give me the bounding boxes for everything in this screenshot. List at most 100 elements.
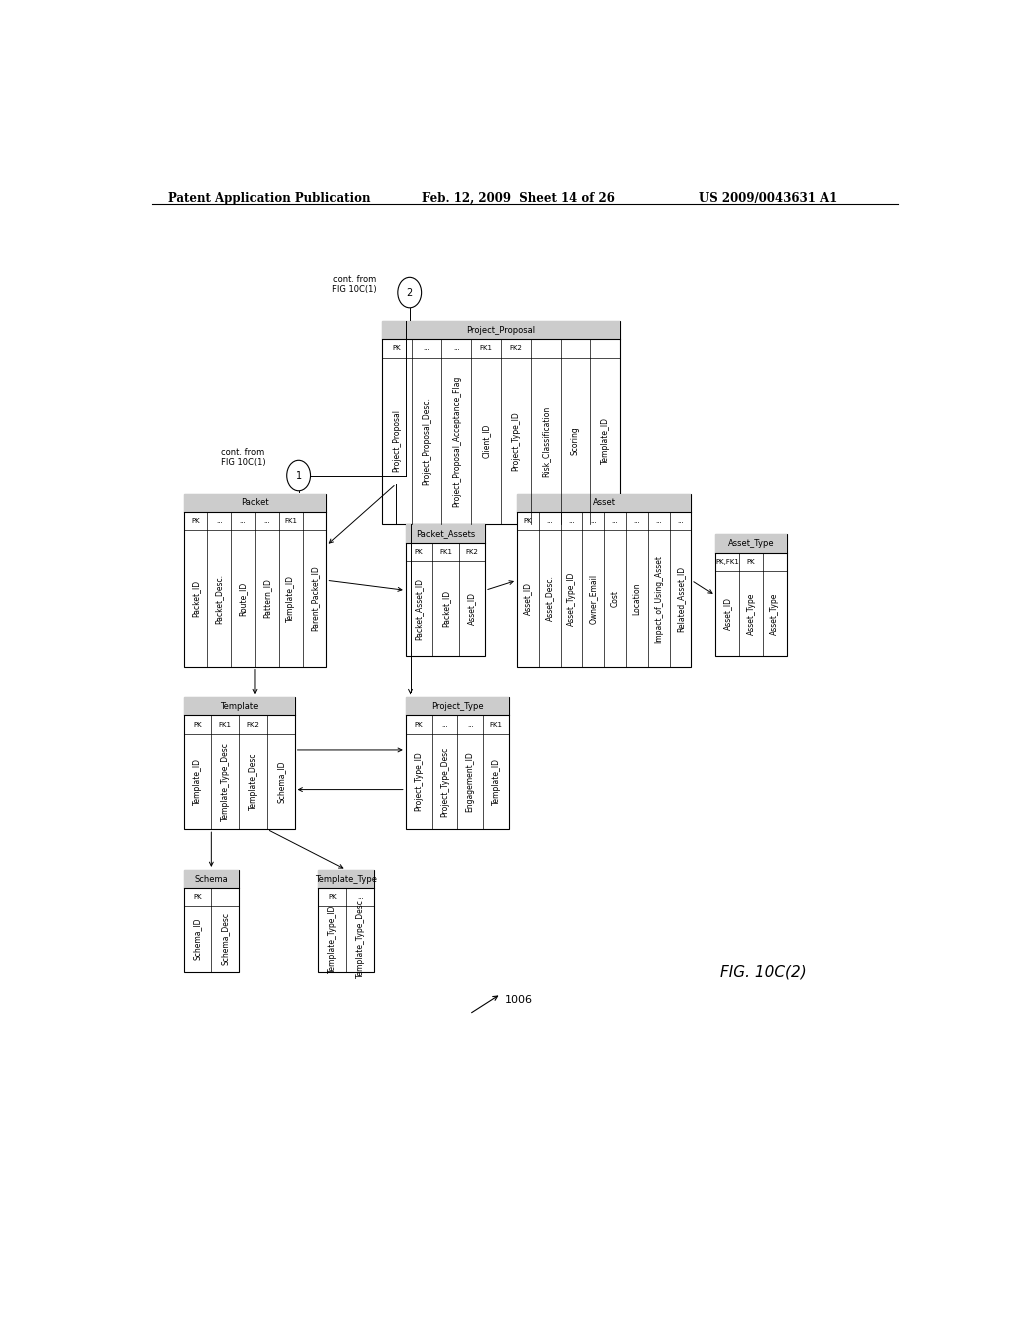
Text: cont. from
FIG 10C(1): cont. from FIG 10C(1)	[221, 447, 265, 467]
Text: 1006: 1006	[505, 995, 532, 1005]
Text: Project_Type_ID: Project_Type_ID	[511, 411, 520, 471]
Bar	[406, 524, 485, 656]
Text: FK1: FK1	[219, 722, 231, 727]
Text: FK2: FK2	[247, 722, 259, 727]
Text: Template: Template	[220, 702, 258, 710]
Text: ...: ...	[453, 346, 460, 351]
Text: ...: ...	[423, 346, 430, 351]
Text: Packet: Packet	[242, 499, 268, 507]
Text: Asset_Desc.: Asset_Desc.	[545, 576, 554, 622]
Bar	[183, 870, 240, 888]
Text: Patent Application Publication: Patent Application Publication	[168, 191, 371, 205]
Bar	[517, 494, 691, 667]
Text: FIG. 10C(2): FIG. 10C(2)	[720, 964, 806, 979]
Text: cont. from
FIG 10C(1): cont. from FIG 10C(1)	[332, 275, 377, 294]
Text: Project_Type_ID: Project_Type_ID	[414, 751, 423, 812]
Text: PK: PK	[746, 558, 756, 565]
Text: Asset_ID: Asset_ID	[523, 582, 532, 615]
Text: 1: 1	[296, 470, 302, 480]
Text: ...: ...	[467, 722, 474, 727]
Text: Project_Proposal: Project_Proposal	[392, 409, 401, 473]
Text: PK: PK	[523, 519, 532, 524]
Text: Schema: Schema	[195, 875, 228, 883]
Text: Cost: Cost	[610, 590, 620, 607]
Text: Parent_Packet_ID: Parent_Packet_ID	[310, 566, 319, 631]
Text: Schema_Desc: Schema_Desc	[221, 912, 229, 965]
Text: ...: ...	[216, 519, 222, 524]
Text: PK: PK	[328, 895, 337, 900]
Bar	[318, 870, 374, 972]
Text: Template_ID: Template_ID	[193, 758, 202, 805]
Text: Template_Type_ID: Template_Type_ID	[328, 904, 337, 973]
Bar	[406, 697, 509, 829]
Text: Schema_ID: Schema_ID	[276, 760, 286, 803]
Text: PK: PK	[194, 722, 202, 727]
Bar	[183, 697, 295, 829]
Text: Schema_ID: Schema_ID	[193, 917, 202, 960]
Text: ...: ...	[590, 519, 597, 524]
Text: PK: PK	[392, 346, 401, 351]
Bar	[715, 535, 786, 656]
Text: ...: ...	[263, 519, 270, 524]
Text: Packet_Desc.: Packet_Desc.	[215, 573, 224, 623]
Text: Location: Location	[633, 582, 641, 615]
Text: FK1: FK1	[489, 722, 503, 727]
Text: ...: ...	[240, 519, 247, 524]
Text: Packet_Assets: Packet_Assets	[416, 529, 475, 539]
Text: Risk_Classification: Risk_Classification	[541, 405, 550, 477]
Text: ...: ...	[611, 519, 618, 524]
Bar	[382, 321, 620, 524]
Text: Project_Proposal: Project_Proposal	[466, 326, 536, 335]
Text: Related_Asset_ID: Related_Asset_ID	[676, 565, 685, 631]
Bar	[406, 524, 485, 543]
Text: Engagement_ID: Engagement_ID	[466, 751, 475, 812]
Bar	[382, 321, 620, 339]
Text: Asset_ID: Asset_ID	[467, 593, 476, 626]
Text: FK1: FK1	[479, 346, 493, 351]
Text: ...: ...	[441, 722, 447, 727]
Circle shape	[287, 461, 310, 491]
Text: Feb. 12, 2009  Sheet 14 of 26: Feb. 12, 2009 Sheet 14 of 26	[422, 191, 614, 205]
Bar	[715, 535, 786, 553]
Circle shape	[397, 277, 422, 308]
Text: PK: PK	[191, 519, 200, 524]
Text: Asset_Type: Asset_Type	[746, 593, 756, 635]
Text: Asset_Type: Asset_Type	[728, 539, 774, 548]
Text: Client_ID: Client_ID	[481, 424, 490, 458]
Bar	[406, 697, 509, 715]
Text: FK2: FK2	[509, 346, 522, 351]
Text: FK2: FK2	[466, 549, 478, 554]
Bar	[183, 494, 327, 512]
Text: Packet_ID: Packet_ID	[190, 579, 200, 616]
Text: Template_Type: Template_Type	[315, 875, 377, 883]
Bar	[318, 870, 374, 888]
Text: PK,FK1: PK,FK1	[715, 558, 739, 565]
Text: Project_Type: Project_Type	[431, 702, 483, 710]
Text: Template_ID: Template_ID	[286, 576, 295, 622]
Text: PK: PK	[194, 895, 202, 900]
Text: PK: PK	[415, 722, 423, 727]
Text: Packet_Asset_ID: Packet_Asset_ID	[415, 578, 424, 640]
Bar	[183, 697, 295, 715]
Text: ...: ...	[677, 519, 684, 524]
Text: Project_Type_Desc: Project_Type_Desc	[440, 746, 449, 817]
Text: Asset: Asset	[593, 499, 615, 507]
Bar	[183, 870, 240, 972]
Text: Template_Type_Desc: Template_Type_Desc	[355, 899, 365, 978]
Text: Template_ID: Template_ID	[492, 758, 501, 805]
Text: Template_ID: Template_ID	[601, 417, 609, 465]
Text: ...: ...	[568, 519, 574, 524]
Text: Project_Proposal_Acceptance_Flag: Project_Proposal_Acceptance_Flag	[452, 375, 461, 507]
Text: Impact_of_Using_Asset: Impact_of_Using_Asset	[654, 554, 664, 643]
Text: ...: ...	[546, 519, 553, 524]
Text: Asset_Type_ID: Asset_Type_ID	[567, 572, 575, 626]
Text: Template_Desc: Template_Desc	[249, 752, 257, 810]
Text: Asset_Type: Asset_Type	[770, 593, 779, 635]
Text: ...: ...	[655, 519, 663, 524]
Text: FK1: FK1	[439, 549, 452, 554]
Text: FK1: FK1	[285, 519, 297, 524]
Text: Asset_ID: Asset_ID	[723, 597, 732, 630]
Text: Template_Type_Desc: Template_Type_Desc	[221, 742, 229, 821]
Text: US 2009/0043631 A1: US 2009/0043631 A1	[699, 191, 838, 205]
Text: Route_ID: Route_ID	[239, 581, 248, 615]
